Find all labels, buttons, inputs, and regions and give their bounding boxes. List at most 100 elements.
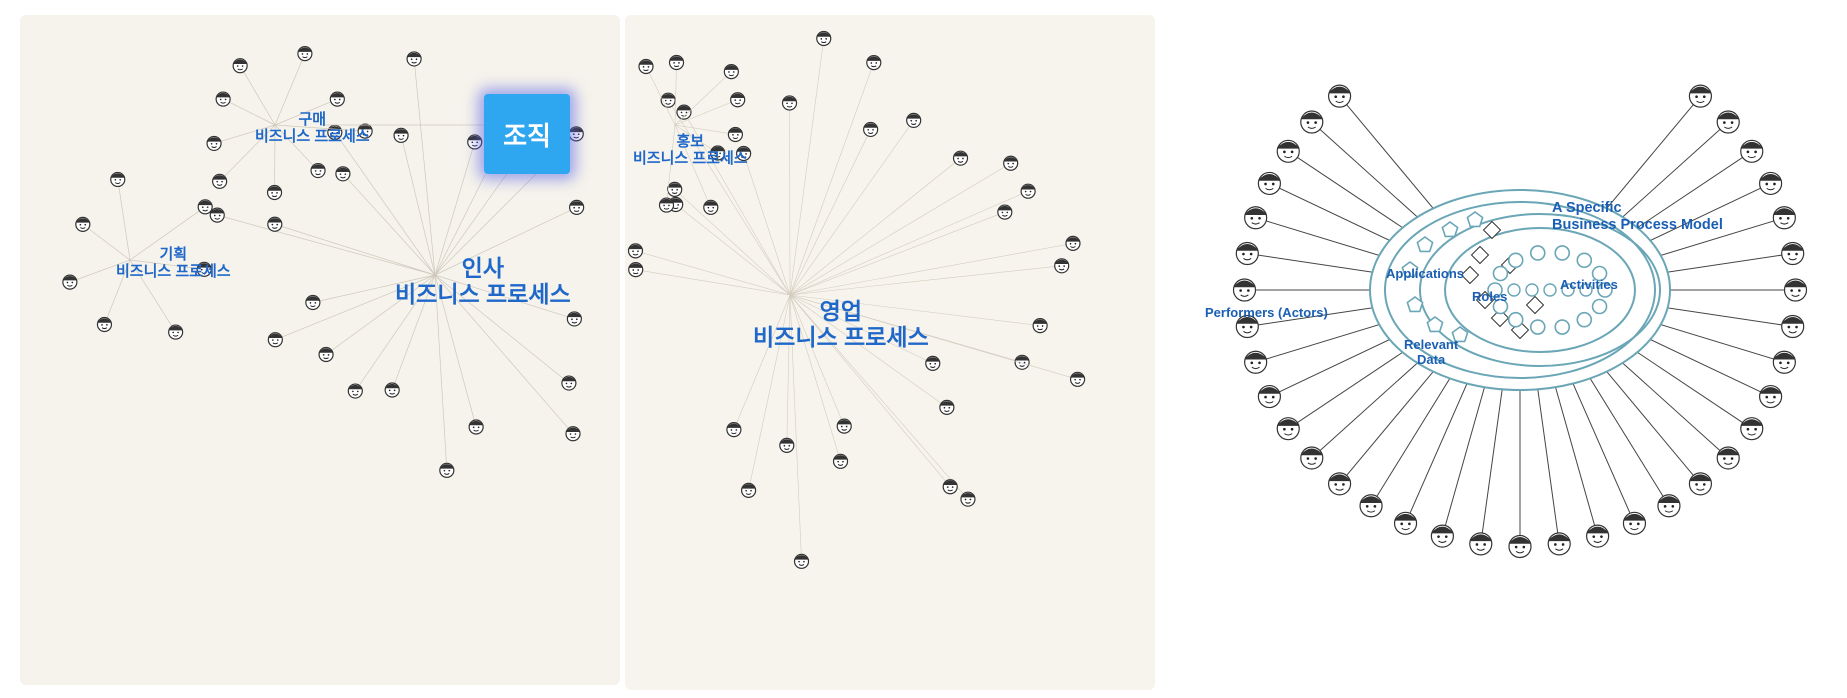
person-sketch-icon [836, 418, 852, 434]
model-title-line2: Business Process Model [1552, 216, 1723, 233]
person-face-icon [1657, 494, 1681, 518]
person-face-icon [1740, 139, 1764, 163]
diamond-icon [1525, 295, 1545, 315]
person-face-icon [1257, 171, 1281, 196]
person-sketch-icon [206, 135, 222, 152]
person-sketch-icon [668, 54, 685, 71]
model-title-line1: A Specific [1552, 200, 1622, 216]
person-sketch-icon [781, 95, 798, 111]
person-sketch-icon [347, 383, 363, 399]
activity-circle-icon [1576, 311, 1593, 328]
planning-title: 기획 [159, 246, 188, 263]
process-model-graphic [1232, 84, 1808, 559]
activity-circle-icon [1576, 252, 1593, 269]
pentagon-icon [1401, 261, 1419, 278]
person-sketch-icon [667, 181, 683, 198]
person-face-icon [1772, 350, 1796, 374]
person-sketch-icon [310, 162, 326, 179]
person-sketch-icon [569, 199, 585, 215]
activity-circle-icon [1487, 282, 1503, 298]
performers-label: Performers (Actors) [1205, 305, 1328, 320]
person-face-icon [1359, 494, 1383, 518]
activity-circle-icon [1561, 283, 1575, 297]
person-sketch-icon [779, 437, 795, 453]
person-sketch-icon [676, 104, 692, 120]
diamond-icon [1490, 308, 1510, 328]
person-sketch-icon [960, 491, 976, 507]
activity-circle-icon [1579, 283, 1593, 297]
relevant-data-label: Relevant Data [1404, 337, 1458, 368]
model-title-label: A Specific Business Process Model [1552, 200, 1723, 233]
person-sketch-icon [566, 311, 582, 327]
activity-circle-icon [1597, 282, 1613, 298]
person-sketch-icon [939, 399, 955, 415]
activity-circle-icon [1543, 283, 1557, 297]
person-sketch-icon [1032, 318, 1048, 334]
person-face-icon [1430, 524, 1454, 548]
person-sketch-icon [318, 346, 334, 363]
person-sketch-icon [997, 204, 1013, 220]
person-face-icon [1781, 241, 1805, 266]
person-sketch-icon [297, 46, 313, 62]
hr-process-label: 인사 비즈니스 프로세스 [395, 255, 571, 308]
person-sketch-icon [906, 112, 922, 129]
person-sketch-icon [568, 126, 584, 142]
person-face-icon [1300, 446, 1324, 470]
person-sketch-icon [1065, 235, 1081, 251]
pr-subtitle: 비즈니스 프로세스 [633, 150, 748, 168]
person-face-icon [1235, 314, 1259, 339]
person-face-icon [1235, 241, 1259, 266]
person-sketch-icon [727, 126, 744, 143]
person-face-icon [1622, 511, 1647, 535]
person-sketch-icon [468, 419, 484, 435]
person-face-icon [1244, 206, 1268, 230]
relevant-data-line2: Data [1417, 351, 1446, 367]
process-model-diagram: A Specific Business Process Model Applic… [1190, 60, 1820, 660]
activity-circle-icon [1492, 265, 1509, 282]
pentagon-icon [1441, 221, 1459, 238]
person-face-icon [1232, 278, 1257, 302]
person-sketch-icon [660, 92, 676, 108]
person-sketch-icon [384, 382, 400, 398]
person-sketch-icon [96, 316, 113, 333]
person-sketch-icon [740, 482, 757, 498]
person-sketch-icon [561, 375, 577, 391]
person-sketch-icon [197, 199, 213, 215]
activity-circle-icon [1492, 298, 1509, 315]
pr-title: 홍보 [676, 133, 705, 150]
planning-process-label: 기획 비즈니스 프로세스 [116, 246, 231, 281]
organization-box: 조직 [484, 94, 570, 174]
person-sketch-icon [1014, 354, 1030, 370]
activity-circle-icon [1554, 245, 1571, 261]
person-face-icon [1716, 110, 1740, 134]
activity-circle-icon [1591, 265, 1608, 282]
hr-title: 인사 [461, 255, 504, 281]
person-sketch-icon [565, 426, 581, 442]
activity-circle-icon [1529, 245, 1546, 261]
person-sketch-icon [925, 355, 941, 372]
activity-circle-icon [1554, 319, 1571, 335]
hr-subtitle: 비즈니스 프로세스 [395, 281, 571, 308]
person-sketch-icon [703, 199, 719, 215]
person-sketch-icon [730, 92, 746, 108]
person-sketch-icon [406, 51, 422, 67]
person-face-icon [1276, 139, 1300, 163]
roles-label: Roles [1472, 289, 1508, 304]
person-sketch-icon [736, 145, 752, 162]
person-face-icon [1244, 350, 1268, 374]
middle-network-lines [627, 30, 1086, 569]
person-sketch-icon [439, 462, 455, 478]
person-sketch-icon [267, 216, 283, 232]
person-face-icon [1740, 417, 1764, 441]
person-face-icon [1547, 532, 1571, 556]
person-sketch-icon [357, 123, 373, 139]
purchasing-process-label: 구매 비즈니스 프로세스 [255, 111, 370, 146]
person-sketch-icon [168, 324, 184, 340]
person-sketch-icon [62, 274, 78, 290]
diamond-icon [1475, 290, 1495, 310]
activity-circle-icon [1525, 283, 1539, 297]
person-face-icon [1300, 110, 1324, 134]
purchasing-title: 구매 [298, 111, 327, 128]
activity-circle-icon [1591, 298, 1608, 315]
person-face-icon [1327, 84, 1352, 108]
